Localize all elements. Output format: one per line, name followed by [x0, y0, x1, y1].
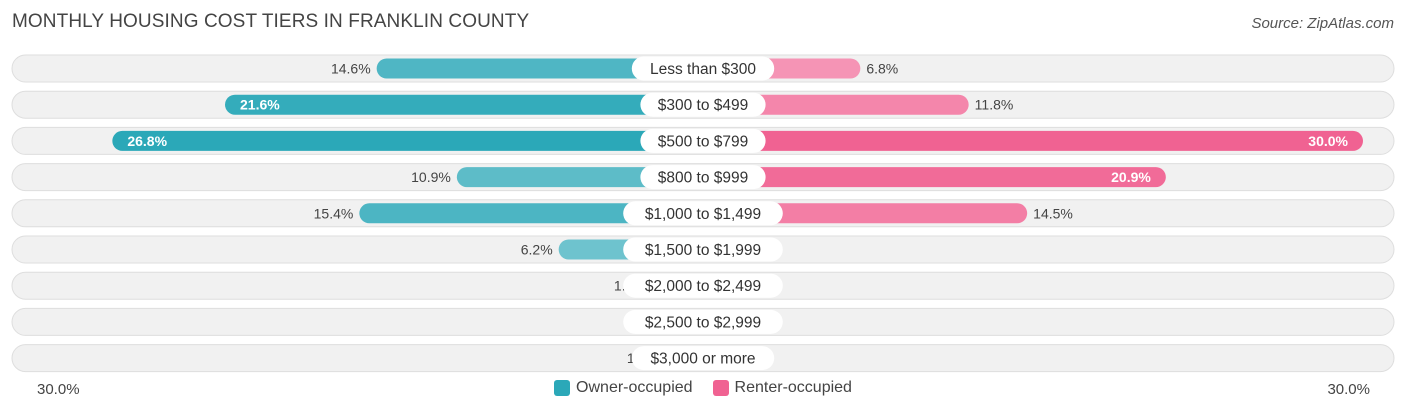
legend-label-renter: Renter-occupied [734, 379, 852, 396]
renter-value-label: 6.8% [866, 61, 898, 77]
category-label: $2,000 to $2,499 [645, 278, 761, 295]
owner-value-label: 21.6% [240, 97, 280, 113]
owner-value-label: 6.2% [521, 242, 553, 258]
renter-bar [693, 167, 1166, 188]
category-label: $2,500 to $2,999 [645, 314, 761, 331]
renter-value-label: 30.0% [1308, 133, 1348, 149]
category-label: $1,500 to $1,999 [645, 242, 761, 259]
owner-bar [112, 130, 714, 151]
owner-value-label: 10.9% [411, 169, 451, 185]
diverging-bar-chart: 14.6% 6.8% Less than $300 21.6% 11.8% $300 to… [11, 54, 1395, 373]
category-pill [640, 165, 766, 190]
category-pill [640, 92, 766, 117]
renter-bar [693, 130, 1363, 151]
legend: Owner-occupied Renter-occupied [0, 379, 1406, 397]
category-pill [640, 128, 766, 153]
owner-value-label: 14.6% [331, 61, 371, 77]
owner-value-label: 26.8% [127, 133, 167, 149]
owner-bar [376, 58, 713, 79]
category-label: $300 to $499 [658, 97, 749, 114]
legend-label-owner: Owner-occupied [576, 379, 693, 396]
owner-value-label: 15.4% [314, 205, 354, 221]
category-label: $1,000 to $1,499 [645, 206, 761, 223]
category-pill [623, 201, 783, 226]
owner-bar [225, 94, 713, 115]
category-pill [631, 56, 775, 81]
category-label: $3,000 or more [650, 351, 755, 368]
category-pill [631, 346, 775, 371]
legend-item-owner: Owner-occupied [554, 379, 693, 397]
renter-value-label: 11.8% [975, 97, 1014, 113]
category-label: $800 to $999 [658, 170, 749, 187]
renter-value-label: 14.5% [1033, 205, 1073, 221]
category-pill [623, 273, 783, 298]
legend-swatch-renter [712, 380, 729, 396]
legend-swatch-owner [554, 380, 571, 396]
category-label: Less than $300 [650, 61, 756, 78]
category-pill [623, 237, 783, 262]
renter-value-label: 20.9% [1111, 169, 1151, 185]
chart-title: MONTHLY HOUSING COST TIERS IN FRANKLIN C… [12, 11, 530, 32]
category-label: $500 to $799 [658, 133, 749, 150]
axis-right-label: 30.0% [1327, 381, 1370, 398]
axis-left-label: 30.0% [37, 381, 80, 398]
category-pill [623, 309, 783, 334]
source-label: Source: ZipAtlas.com [1251, 15, 1394, 32]
legend-item-renter: Renter-occupied [712, 379, 852, 397]
